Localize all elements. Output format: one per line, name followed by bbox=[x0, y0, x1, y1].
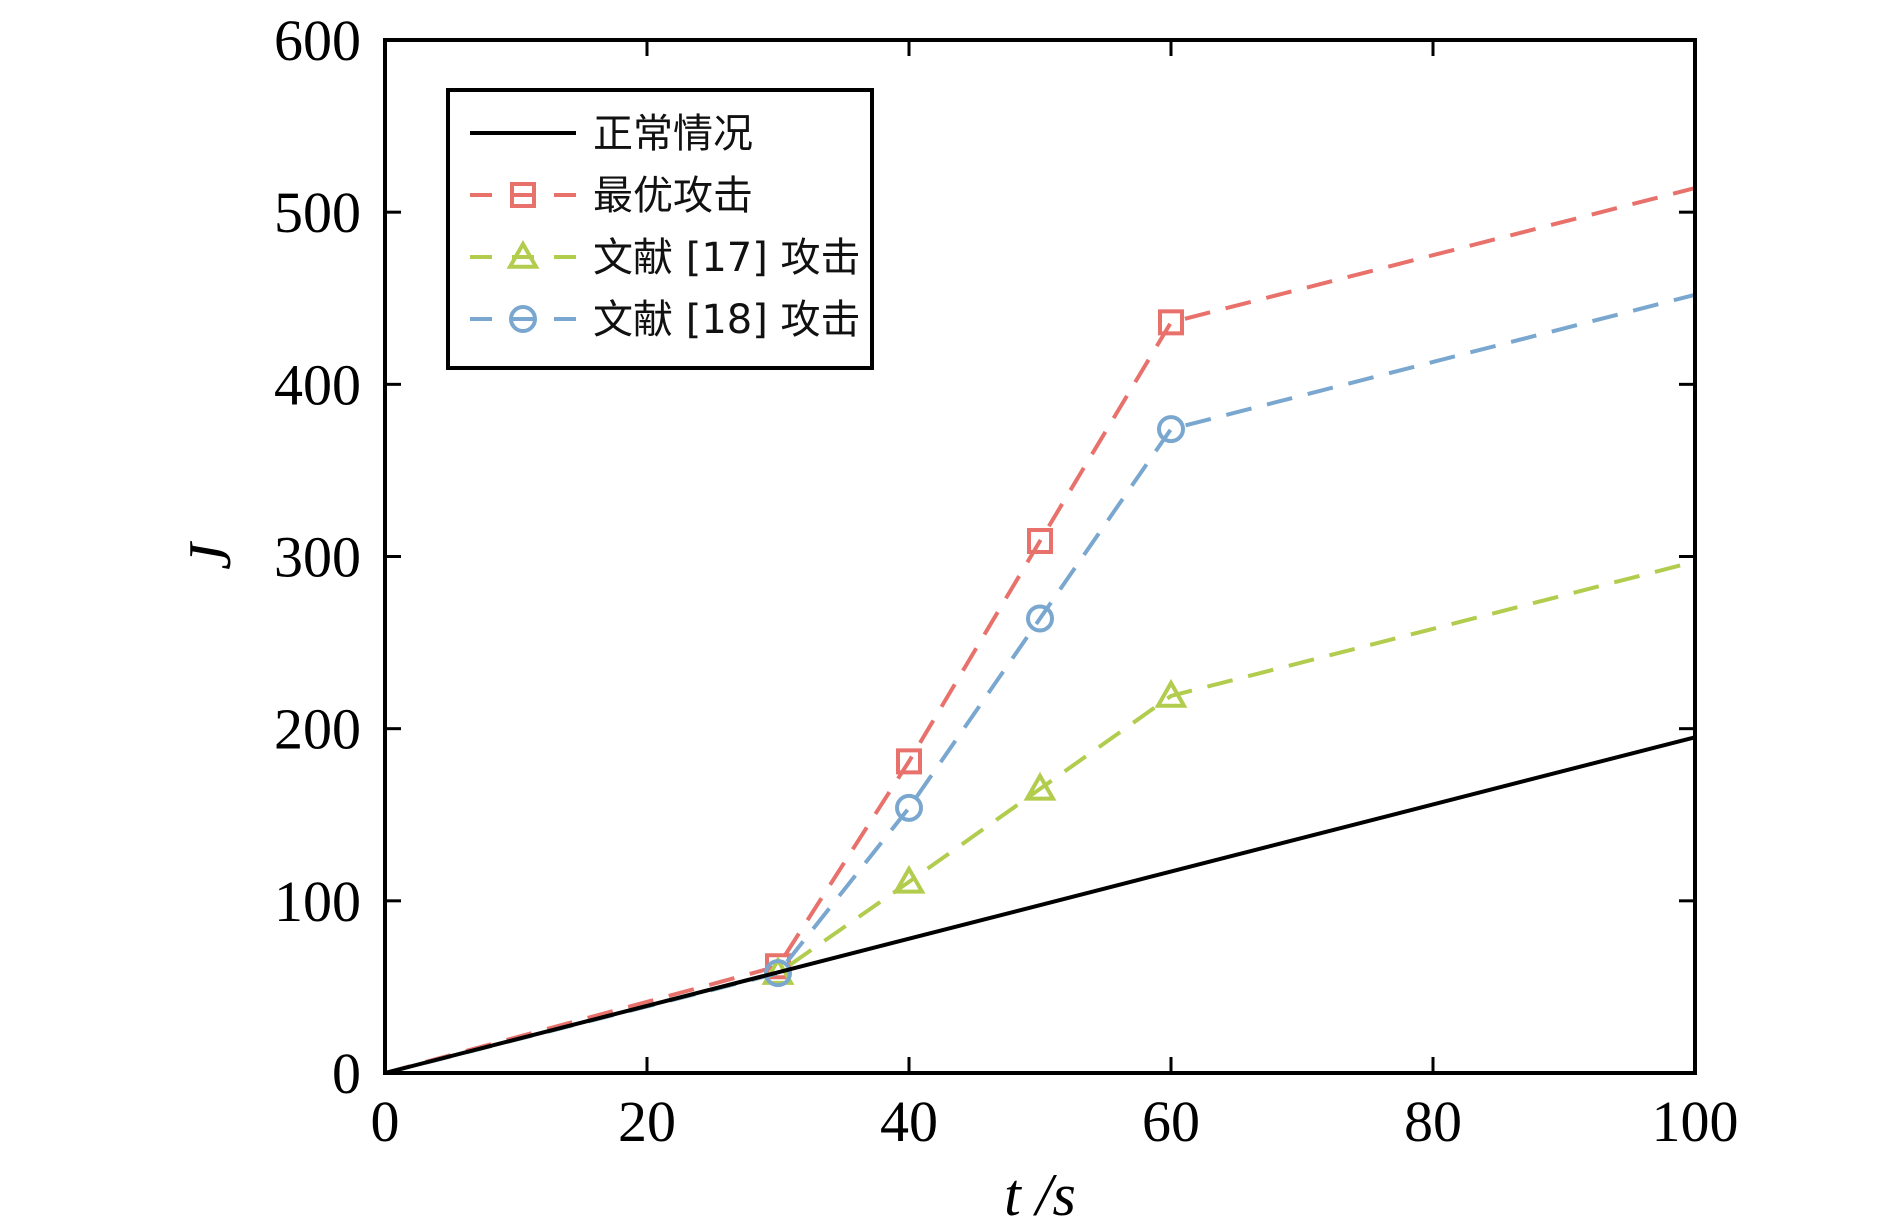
y-axis-label: J bbox=[177, 541, 243, 570]
legend-label: 最优攻击 bbox=[593, 173, 753, 219]
series-marker bbox=[896, 748, 922, 775]
x-tick-label: 40 bbox=[880, 1089, 938, 1154]
y-tick-label: 200 bbox=[274, 697, 361, 762]
legend-label: 文献 [18] 攻击 bbox=[593, 297, 861, 343]
series-marker bbox=[1027, 528, 1053, 555]
series-line bbox=[384, 559, 1696, 1075]
tick-layer: 0 20 40 60 80 100 0 100 200 300 400 500 600 bbox=[274, 8, 1739, 1154]
legend-marker bbox=[509, 305, 537, 333]
series-marker bbox=[1023, 771, 1057, 801]
y-tick-label: 0 bbox=[332, 1041, 361, 1106]
series-3 bbox=[384, 292, 1696, 1075]
x-tick-label: 80 bbox=[1404, 1089, 1462, 1154]
legend-marker bbox=[510, 182, 536, 208]
x-tick-label: 0 bbox=[371, 1089, 400, 1154]
series-marker bbox=[895, 793, 923, 822]
legend-box bbox=[446, 88, 874, 370]
legend-label: 文献 [17] 攻击 bbox=[593, 235, 861, 281]
series-layer bbox=[384, 186, 1696, 1075]
legend-marker bbox=[506, 239, 540, 269]
series-marker bbox=[892, 864, 926, 894]
series-marker bbox=[764, 959, 792, 988]
legend-label: 正常情况 bbox=[593, 111, 753, 157]
y-tick-label: 600 bbox=[274, 8, 361, 73]
y-tick-label: 100 bbox=[274, 869, 361, 934]
series-marker bbox=[1026, 604, 1054, 633]
series-marker bbox=[1157, 415, 1185, 444]
x-tick-label: 100 bbox=[1652, 1089, 1739, 1154]
x-axis-label: t /s bbox=[1004, 1162, 1076, 1228]
y-tick-label: 400 bbox=[274, 352, 361, 417]
y-tick-label: 300 bbox=[274, 525, 361, 590]
series-marker bbox=[1154, 678, 1188, 708]
series-2 bbox=[384, 559, 1696, 1075]
series-0 bbox=[384, 735, 1696, 1075]
y-tick-label: 500 bbox=[274, 180, 361, 245]
series-line bbox=[384, 292, 1696, 1075]
x-tick-label: 60 bbox=[1142, 1089, 1200, 1154]
series-line bbox=[384, 735, 1696, 1075]
x-tick-label: 20 bbox=[618, 1089, 676, 1154]
series-line bbox=[384, 186, 1696, 1075]
series-marker bbox=[1158, 309, 1184, 336]
